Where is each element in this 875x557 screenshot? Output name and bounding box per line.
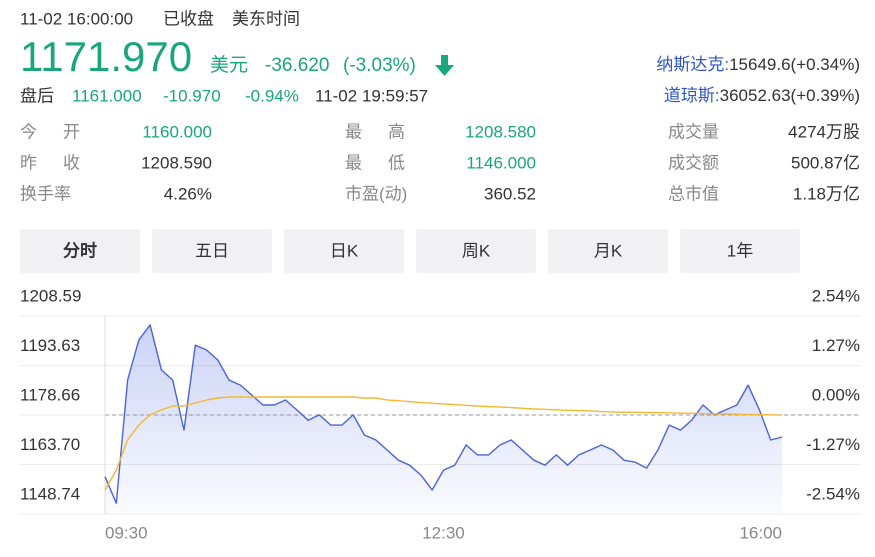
tab[interactable] <box>548 229 668 273</box>
after-label: 盘后 <box>20 86 54 105</box>
stat-value: 1208.580 <box>465 122 536 141</box>
stat-label: 最低 <box>345 153 405 172</box>
change: -36.620 <box>265 55 329 76</box>
index[interactable]: 纳斯达克:15649.6(+0.34%) <box>656 55 860 74</box>
y2-tick-label: -1.27% <box>806 435 860 454</box>
x-tick-label: 09:30 <box>105 523 148 542</box>
stat-value: 4.26% <box>164 184 212 203</box>
tabs: 分时 五日 日K 周K 月K 1年 <box>20 229 800 273</box>
y-tick-label: 1148.74 <box>20 484 80 503</box>
series-line <box>104 324 783 504</box>
series-line <box>104 396 782 491</box>
status: 已收盘 <box>163 9 214 28</box>
stat-label: 成交量 <box>668 122 719 141</box>
stat-value: 1208.590 <box>141 153 212 172</box>
stat-label: 市盈(动) <box>345 184 407 203</box>
tab[interactable] <box>416 229 536 273</box>
stat-label: 昨收 <box>20 153 80 172</box>
tab-label[interactable]: 五日 <box>195 241 229 260</box>
stat-value: 1.18万亿 <box>793 184 860 203</box>
down-arrow <box>435 55 454 76</box>
currency: 美元 <box>210 54 248 76</box>
y-tick-label: 1208.59 <box>20 286 81 305</box>
datetime: 11-02 16:00:00 <box>20 9 133 28</box>
y-tick-label: 1178.66 <box>20 386 80 405</box>
stat-label: 最高 <box>345 122 405 141</box>
stat-label: 成交额 <box>668 153 719 172</box>
index[interactable]: 道琼斯:36052.63(+0.39%) <box>664 86 860 105</box>
timezone: 美东时间 <box>232 9 300 28</box>
y2-tick-label: -2.54% <box>806 484 860 503</box>
index-name[interactable]: 纳斯达克: <box>656 55 729 74</box>
tab-label[interactable]: 1年 <box>727 241 753 260</box>
y2-tick-label: 1.27% <box>812 336 860 355</box>
chart: 1208.59 1193.63 1178.66 1163.70 1148.74 2.54%… <box>20 286 860 542</box>
tab[interactable] <box>152 229 272 273</box>
stat-value: 1146.000 <box>466 153 536 172</box>
price-area <box>105 324 782 514</box>
after-change: -10.970 <box>163 86 221 105</box>
after-time: 11-02 19:59:57 <box>315 86 428 105</box>
tab[interactable] <box>20 229 140 273</box>
tab-label[interactable]: 月K <box>594 241 623 260</box>
after-price: 1161.000 <box>72 86 142 105</box>
stat-value: 1160.000 <box>142 122 212 141</box>
y-tick-label: 1163.70 <box>20 435 80 454</box>
tab-label[interactable]: 分时 <box>63 241 97 260</box>
stat-label: 总市值 <box>668 184 719 203</box>
index-value: 36052.63(+0.39%) <box>720 86 860 105</box>
stat-label: 今开 <box>20 122 80 141</box>
x-tick-label: 16:00 <box>739 523 782 542</box>
stat-value: 500.87亿 <box>791 153 860 172</box>
tab[interactable] <box>680 229 800 273</box>
stat-value: 4274万股 <box>788 122 860 141</box>
y2-tick-label: 0.00% <box>812 385 860 404</box>
tab[interactable] <box>284 229 404 273</box>
tab-label[interactable]: 周K <box>462 241 491 260</box>
index-name[interactable]: 道琼斯: <box>664 86 720 105</box>
x-tick-label: 12:30 <box>422 523 465 542</box>
change-pct: (-3.03%) <box>343 55 416 76</box>
tab-label[interactable]: 日K <box>330 241 359 260</box>
y-tick-label: 1193.63 <box>20 336 80 355</box>
stat-value: 360.52 <box>484 184 536 203</box>
index-value: 15649.6(+0.34%) <box>729 55 860 74</box>
y2-tick-label: 2.54% <box>812 286 860 305</box>
stat-label: 换手率 <box>20 184 71 203</box>
price: 1171.970 <box>20 33 192 80</box>
after-pct: -0.94% <box>245 86 299 105</box>
